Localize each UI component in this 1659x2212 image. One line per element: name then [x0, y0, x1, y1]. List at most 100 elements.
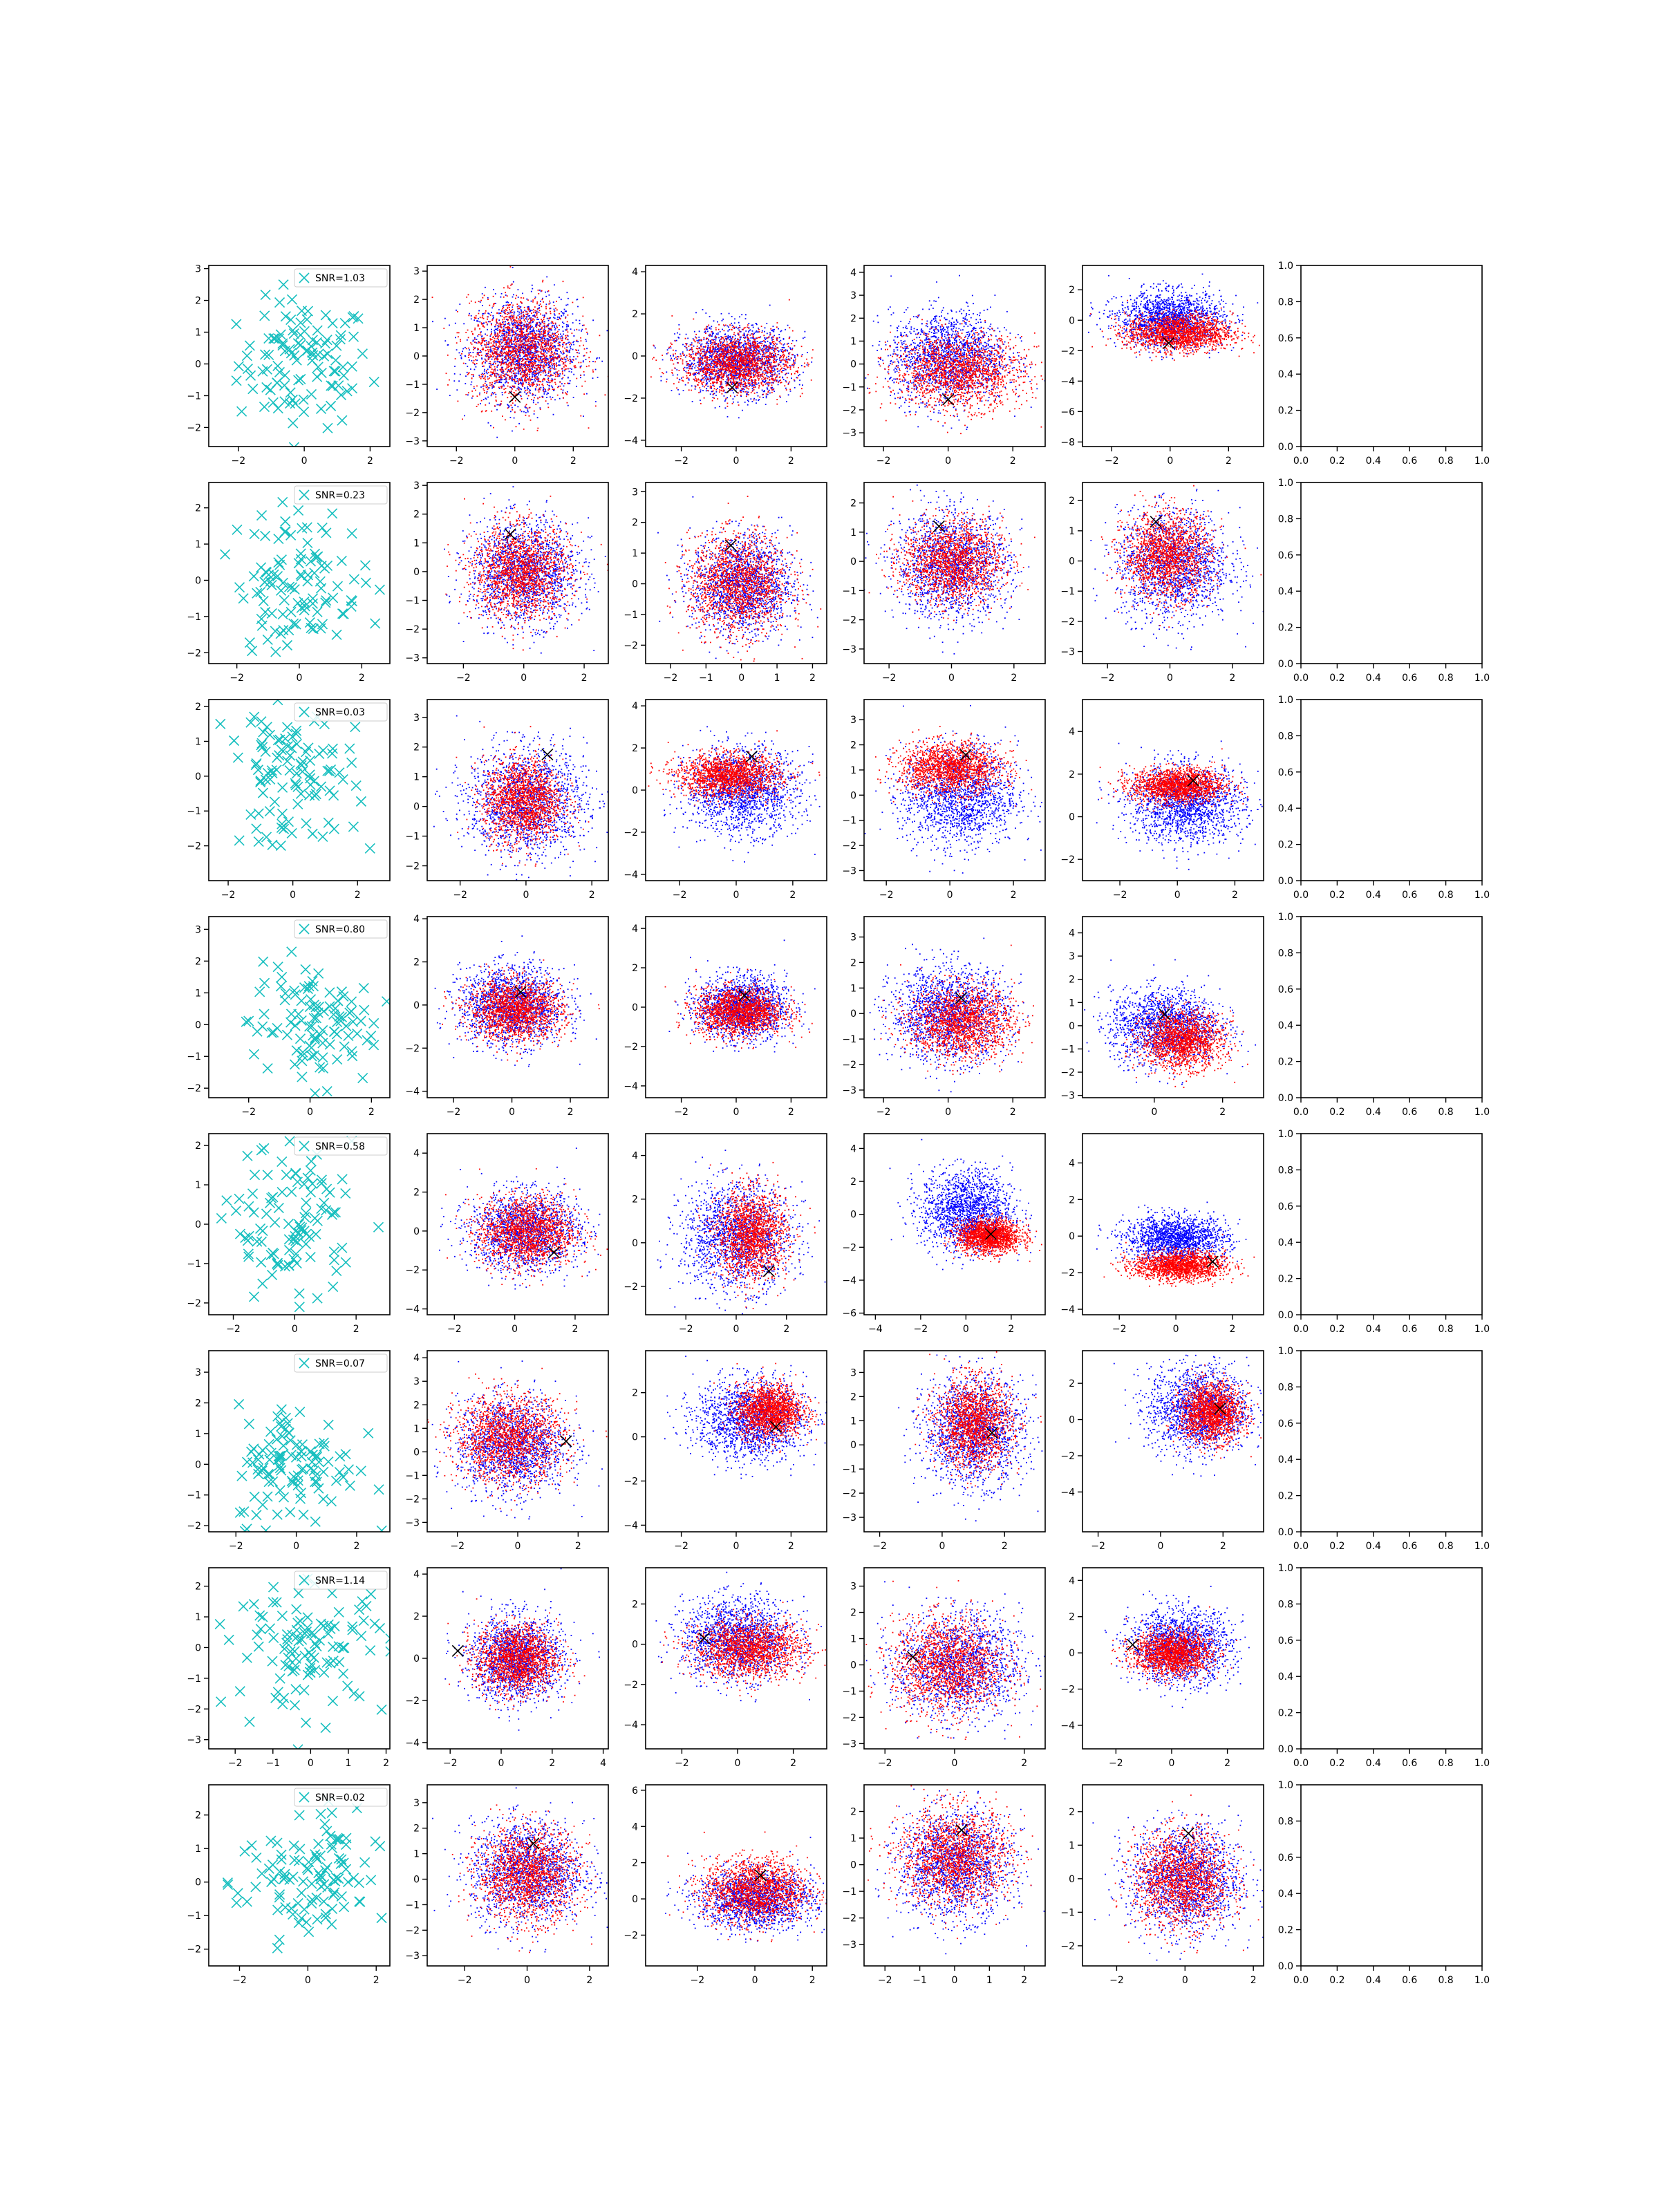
y-tick-label: 0: [1069, 1648, 1075, 1659]
y-tick-label: −3: [842, 1940, 856, 1951]
y-tick-label: 1: [850, 527, 856, 538]
x-tick-label: 0: [290, 890, 296, 901]
y-tick-label: −6: [1060, 406, 1075, 418]
signal-point: [321, 1723, 330, 1733]
x-tick-label: 4: [600, 1758, 606, 1769]
signal-point: [298, 757, 308, 767]
x-tick-label: −4: [868, 1324, 883, 1335]
signal-point: [278, 578, 288, 588]
signal-point: [371, 1837, 380, 1846]
x-tick-label: 0: [307, 1107, 313, 1118]
y-tick-label: −2: [187, 1298, 201, 1309]
y-tick-label: −4: [405, 1304, 420, 1315]
signal-point: [358, 1074, 368, 1083]
x-tick-label: 0.6: [1402, 456, 1417, 467]
y-tick-label: 0: [413, 1226, 420, 1237]
y-tick-label: −2: [842, 615, 856, 626]
signal-point: [350, 722, 360, 732]
x-tick-label: 2: [581, 673, 588, 684]
signal-point: [247, 1447, 256, 1456]
class-b-points: [1090, 300, 1267, 362]
x-tick-label: 2: [383, 1758, 389, 1769]
y-tick-label: −4: [405, 1087, 420, 1098]
y-tick-label: 0: [413, 351, 420, 362]
x-tick-label: 0.8: [1438, 1975, 1453, 1986]
signal-point: [332, 581, 342, 591]
x-tick-label: 2: [589, 890, 595, 901]
class-a-points: [852, 1553, 1063, 1740]
x-tick-label: −2: [450, 1541, 465, 1552]
signal-point: [292, 1440, 302, 1450]
signal-point: [278, 782, 288, 792]
signal-point: [256, 1145, 266, 1155]
signal-point: [242, 1653, 252, 1662]
y-tick-label: −2: [842, 841, 856, 852]
signal-point: [260, 978, 270, 988]
signal-point: [322, 1184, 332, 1194]
y-tick-label: −2: [187, 1521, 201, 1532]
x-tick-label: 2: [359, 673, 365, 684]
y-tick-label: 0.2: [1278, 623, 1293, 634]
y-tick-label: 0.8: [1278, 1382, 1293, 1393]
x-tick-label: 0: [1173, 1324, 1179, 1335]
signal-point: [327, 1588, 337, 1598]
signal-point: [377, 1705, 386, 1714]
x-tick-label: 0.8: [1438, 456, 1453, 467]
class-b-points: [665, 969, 834, 1049]
signal-point: [246, 718, 256, 727]
x-tick-label: −2: [879, 890, 894, 901]
x-tick-label: 0.0: [1293, 1107, 1309, 1118]
marker-x: [548, 1247, 559, 1258]
y-tick-label: 0.6: [1278, 1201, 1293, 1212]
signal-point: [243, 1457, 252, 1467]
y-tick-label: 1.0: [1278, 1346, 1293, 1357]
signal-point: [328, 749, 337, 758]
signal-point: [349, 1873, 359, 1883]
points: [444, 486, 641, 653]
signal-point: [366, 1031, 376, 1041]
signal-point: [256, 1224, 265, 1233]
y-tick-label: −1: [842, 1034, 856, 1045]
signal-point: [360, 1857, 370, 1867]
class-a-points: [656, 1566, 859, 1703]
x-tick-label: −2: [458, 1975, 472, 1986]
panel-r0-c4: −2 0 2−8−6−4−202: [1060, 260, 1267, 467]
signal-point: [294, 1302, 304, 1312]
x-tick-label: 2: [1010, 1107, 1016, 1118]
signal-point: [357, 1631, 366, 1641]
x-tick-label: −2: [878, 1758, 892, 1769]
x-tick-label: 0: [952, 1758, 958, 1769]
y-tick-label: 1: [195, 1844, 201, 1855]
signal-point: [308, 829, 317, 838]
points: [433, 686, 625, 880]
signal-point: [333, 996, 343, 1006]
axes-frame: [209, 700, 390, 881]
x-tick-label: 2: [1021, 1758, 1027, 1769]
points: [232, 280, 379, 452]
signal-point: [276, 1855, 286, 1864]
signal-point: [310, 1213, 319, 1223]
x-tick-label: 0: [498, 1758, 505, 1769]
signal-point: [312, 1293, 322, 1303]
x-tick-label: 0: [733, 456, 740, 467]
signal-point: [309, 1653, 319, 1662]
signal-point: [261, 531, 270, 541]
x-tick-label: 0.6: [1402, 1324, 1417, 1335]
y-tick-label: 1: [632, 548, 638, 559]
x-tick-label: 0: [733, 1324, 740, 1335]
y-tick-label: 0.0: [1278, 442, 1293, 453]
x-tick-label: 0.8: [1438, 1324, 1453, 1335]
y-tick-label: −1: [405, 832, 420, 843]
signal-point: [361, 578, 371, 588]
y-tick-label: 0.4: [1278, 1237, 1293, 1248]
x-tick-label: −2: [228, 1758, 243, 1769]
y-tick-label: 1: [195, 988, 201, 999]
x-tick-label: −2: [456, 673, 471, 684]
x-tick-label: 1: [774, 673, 780, 684]
signal-point: [294, 1588, 303, 1598]
